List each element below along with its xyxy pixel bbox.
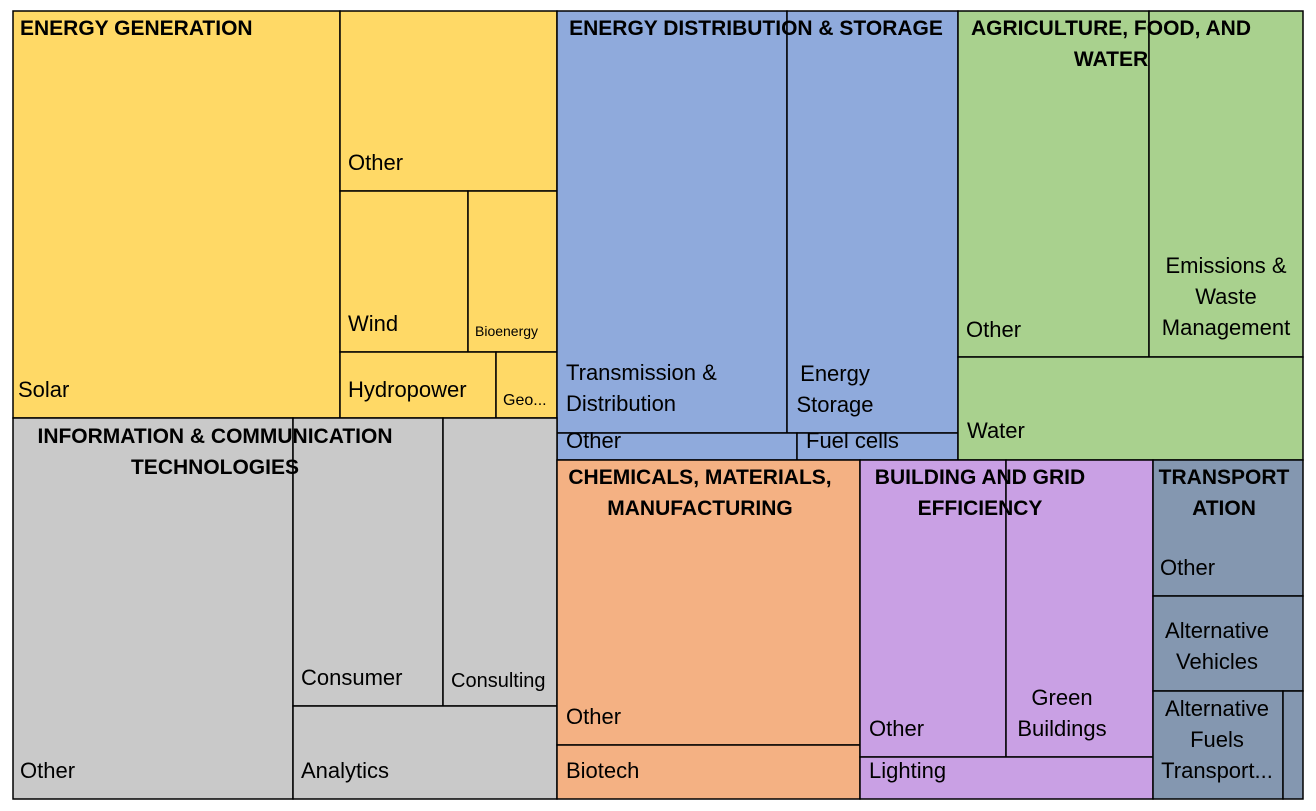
cell-agriculture-food-water-water	[957, 356, 1304, 461]
sector-title-building-grid-efficiency: BUILDING AND GRID EFFICIENCY	[875, 466, 1085, 520]
sector-transportation: Other Alternative Vehicles Alternative Fuels…	[1152, 459, 1304, 800]
cell-label-emissions-waste-management: Emissions & Waste Management	[1162, 253, 1290, 340]
cell-label-other: Other	[566, 428, 621, 453]
treemap-sector-titles: ENERGY GENERATION ENERGY DISTRIBUTION & S…	[20, 17, 1290, 520]
cell-energy-generation-bioenergy	[467, 190, 558, 353]
cell-label-analytics: Analytics	[301, 758, 389, 783]
cell-transportation-alternative-fuels-transport	[1152, 690, 1284, 800]
cell-chemicals-materials-manufacturing-other	[556, 459, 861, 746]
cell-label-other: Other	[966, 317, 1021, 342]
sector-ict: Other Consumer Consulting Analytics	[12, 417, 558, 800]
cell-label-solar: Solar	[18, 377, 69, 402]
cell-label-bioenergy: Bioenergy	[475, 323, 538, 339]
sector-title-ict: INFORMATION & COMMUNICATION TECHNOLOGIES	[37, 425, 392, 479]
cell-label-transmission-distribution: Transmission & Distribution	[566, 360, 717, 416]
sector-title-agriculture-food-water: AGRICULTURE, FOOD, AND WATER	[971, 17, 1251, 71]
cell-label-biotech: Biotech	[566, 758, 639, 783]
cell-label-green-buildings: Green Buildings	[1017, 685, 1106, 741]
sector-building-grid-efficiency: Other Green Buildings Lighting	[859, 459, 1154, 800]
sector-energy-distribution-storage: Transmission & Distribution Energy Storage O…	[556, 10, 959, 461]
cell-label-fuel-cells: Fuel cells	[806, 428, 899, 453]
cell-ict-analytics	[292, 705, 558, 800]
cell-label-wind: Wind	[348, 311, 398, 336]
cell-label-alternative-vehicles: Alternative Vehicles	[1165, 618, 1269, 674]
sector-energy-generation: Solar Other Wind Bioenergy Hydropower Geo...	[12, 10, 558, 419]
cell-ict-consumer	[292, 417, 444, 707]
cell-label-water: Water	[967, 418, 1025, 443]
sector-agriculture-food-water: Other Emissions & Waste Management Water	[957, 10, 1304, 461]
cell-agriculture-food-water-other	[957, 10, 1150, 358]
cell-building-grid-efficiency-other	[859, 459, 1007, 758]
cell-energy-distribution-storage-energy-storage	[786, 10, 959, 434]
cell-energy-distribution-storage-fuel-cells	[796, 432, 959, 461]
cell-transportation-unlabeled	[1282, 690, 1304, 800]
cell-label-geo: Geo...	[503, 392, 547, 409]
sector-chemicals-materials-manufacturing: Other Biotech	[556, 459, 861, 800]
cell-energy-generation-wind	[339, 190, 469, 353]
cell-energy-generation-other	[339, 10, 558, 192]
cell-label-other: Other	[869, 716, 924, 741]
cell-label-consulting: Consulting	[451, 670, 546, 692]
sector-title-energy-generation: ENERGY GENERATION	[20, 17, 253, 40]
cell-chemicals-materials-manufacturing-biotech	[556, 744, 861, 800]
cell-label-other: Other	[348, 150, 403, 175]
cell-label-other: Other	[20, 758, 75, 783]
cell-energy-generation-solar	[12, 10, 341, 419]
cell-agriculture-food-water-emissions-waste-management	[1148, 10, 1304, 358]
cell-label-other: Other	[566, 704, 621, 729]
cell-label-consumer: Consumer	[301, 665, 402, 690]
sector-title-chemicals-materials-manufacturing: CHEMICALS, MATERIALS, MANUFACTURING	[568, 466, 831, 520]
cell-energy-distribution-storage-transmission-distribution	[556, 10, 788, 434]
sector-title-transportation: TRANSPORT ATION	[1159, 466, 1290, 520]
cell-label-lighting: Lighting	[869, 758, 946, 783]
treemap-cells: Solar Other Wind Bioenergy Hydropower Geo... T…	[12, 10, 1304, 800]
sector-title-energy-distribution-storage: ENERGY DISTRIBUTION & STORAGE	[569, 17, 943, 40]
cell-ict-consulting	[442, 417, 558, 707]
cell-label-hydropower: Hydropower	[348, 377, 467, 402]
cell-label-other: Other	[1160, 555, 1215, 580]
cell-transportation-alternative-vehicles	[1152, 595, 1304, 692]
cell-label-alternative-fuels-transport: Alternative Fuels Transport...	[1161, 696, 1273, 783]
cell-building-grid-efficiency-green-buildings	[1005, 459, 1154, 758]
cell-ict-other	[12, 417, 294, 800]
cell-label-energy-storage: Energy Storage	[796, 361, 873, 417]
